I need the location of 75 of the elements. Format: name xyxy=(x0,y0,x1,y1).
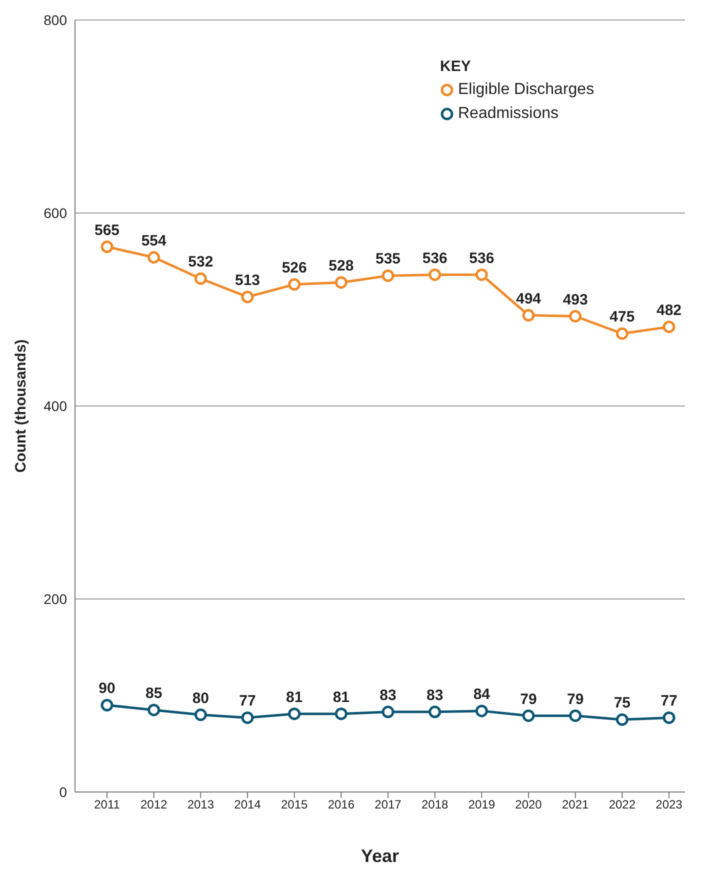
data-label: 554 xyxy=(141,232,167,250)
x-tick-label: 2018 xyxy=(421,798,449,812)
y-axis-title: Count (thousands) xyxy=(12,339,30,473)
point xyxy=(382,706,394,718)
data-label: 81 xyxy=(332,688,350,706)
data-label: 80 xyxy=(192,690,210,707)
point xyxy=(428,268,442,282)
x-tick-label: 2023 xyxy=(656,798,683,812)
x-tick-label: 2022 xyxy=(608,798,636,812)
data-label: 482 xyxy=(656,302,682,319)
point xyxy=(100,240,114,254)
data-label: 90 xyxy=(98,680,116,698)
data-label: 84 xyxy=(473,686,491,703)
legend-title: KEY xyxy=(440,58,472,75)
data-label: 528 xyxy=(328,257,354,274)
data-label: 532 xyxy=(188,254,214,271)
point xyxy=(475,268,488,282)
data-label: 494 xyxy=(516,290,542,308)
x-tick-label: 2017 xyxy=(374,798,402,812)
data-label: 83 xyxy=(380,686,396,704)
point xyxy=(100,698,114,712)
x-tick-label: 2015 xyxy=(280,798,308,812)
data-label: 536 xyxy=(422,250,448,267)
x-tick-label: 2020 xyxy=(515,798,542,812)
data-label: 526 xyxy=(282,259,307,276)
data-label: 77 xyxy=(239,692,256,710)
point xyxy=(569,710,582,722)
y-tick-label: 600 xyxy=(44,204,68,221)
x-tick-label: 2014 xyxy=(234,798,262,812)
point xyxy=(522,309,535,322)
point xyxy=(428,706,442,718)
data-label: 475 xyxy=(610,308,635,326)
x-tick-label: 2013 xyxy=(187,798,214,812)
y-tick-label: 800 xyxy=(44,12,68,28)
data-label: 565 xyxy=(94,222,120,239)
data-label: 513 xyxy=(234,272,260,289)
point xyxy=(194,272,207,285)
point xyxy=(334,276,348,289)
x-tick-label: 2011 xyxy=(94,798,120,812)
point xyxy=(334,708,348,720)
x-tick-label: 2021 xyxy=(562,798,590,812)
data-label: 79 xyxy=(520,690,537,708)
point xyxy=(288,708,301,720)
point xyxy=(148,251,160,264)
point xyxy=(569,310,582,323)
point xyxy=(662,320,676,334)
point xyxy=(288,278,301,291)
x-axis-title: Year xyxy=(360,846,400,866)
data-label: 535 xyxy=(375,250,401,268)
data-label: 77 xyxy=(660,692,678,710)
point xyxy=(241,290,254,304)
legend-label: Eligible Discharges xyxy=(458,81,594,99)
data-label: 79 xyxy=(566,690,584,708)
data-label: 493 xyxy=(562,291,588,308)
point xyxy=(616,713,628,726)
x-tick-label: 2019 xyxy=(468,798,496,812)
data-label: 75 xyxy=(614,694,631,712)
x-tick-label: 2016 xyxy=(328,798,355,812)
point xyxy=(382,269,394,282)
data-label: 85 xyxy=(145,684,162,702)
data-label: 536 xyxy=(469,250,494,267)
point xyxy=(194,708,207,722)
point xyxy=(241,711,254,724)
y-tick-label: 400 xyxy=(44,398,68,414)
legend-label: Readmissions xyxy=(458,105,558,123)
y-tick-label: 200 xyxy=(44,590,68,607)
point xyxy=(662,711,676,724)
point xyxy=(616,327,628,340)
y-tick-label: 0 xyxy=(59,784,68,800)
data-label: 81 xyxy=(286,688,303,706)
data-label: 83 xyxy=(426,686,444,704)
point xyxy=(148,704,160,716)
point xyxy=(522,710,535,722)
x-tick-label: 2012 xyxy=(140,798,168,812)
point xyxy=(475,704,488,718)
